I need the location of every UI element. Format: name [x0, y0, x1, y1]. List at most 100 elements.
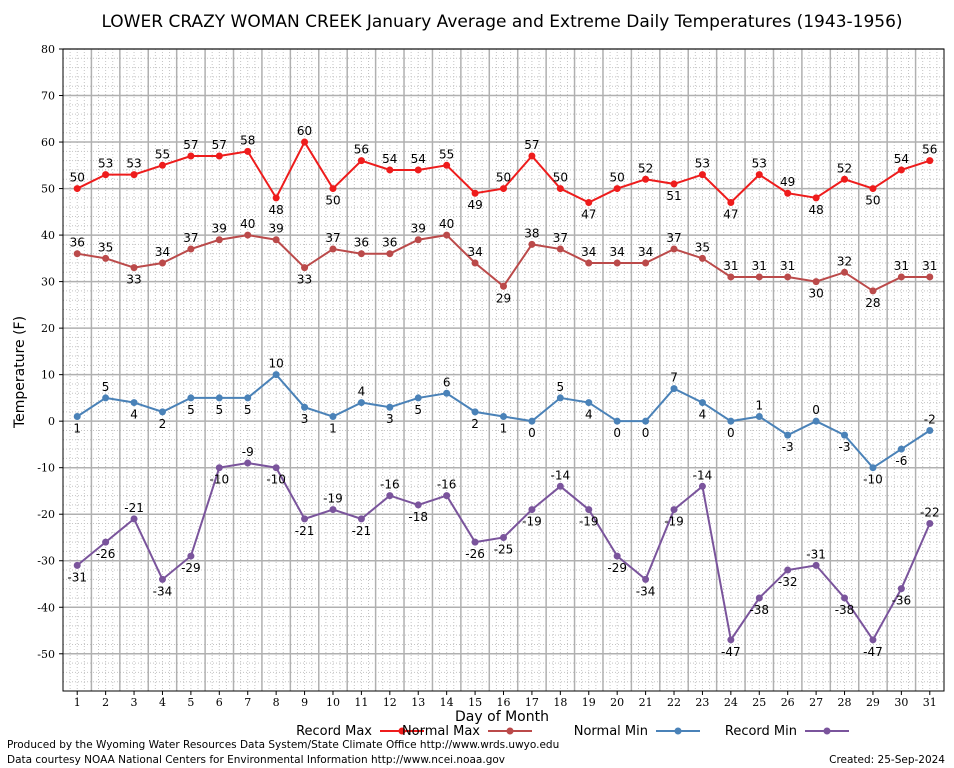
record-min-data-label: -47 [863, 645, 883, 659]
legend-item-normal-max: Normal Max [402, 724, 532, 739]
record-min-point [414, 501, 422, 509]
normal-max-data-label: 32 [837, 254, 852, 268]
normal-max-point [642, 259, 650, 267]
record-max-data-label: 55 [155, 147, 170, 161]
record-min-data-label: -26 [465, 547, 485, 561]
normal-min-point [784, 431, 792, 439]
normal-min-data-label: -10 [863, 473, 883, 487]
record-max-point [471, 189, 479, 197]
legend-item-record-max: Record Max [296, 724, 424, 739]
record-max-data-label: 47 [581, 208, 596, 222]
normal-max-point [187, 245, 195, 253]
major-grid [63, 48, 944, 691]
record-max-data-label: 52 [837, 161, 852, 175]
record-max-point [215, 152, 223, 160]
record-max-data-label: 56 [354, 143, 369, 157]
record-min-point [670, 506, 678, 514]
record-min-point [187, 552, 195, 560]
normal-min-data-label: 5 [102, 380, 110, 394]
x-tick-label: 28 [838, 696, 852, 709]
x-tick-label: 24 [724, 696, 738, 709]
y-tick-label: 40 [41, 229, 55, 242]
record-max-point [613, 185, 621, 193]
normal-min-point [102, 394, 110, 402]
record-max-point [329, 185, 337, 193]
normal-max-point [272, 236, 280, 244]
normal-min-data-label: 0 [812, 403, 820, 417]
normal-max-data-label: 36 [70, 236, 85, 250]
x-axis-label: Day of Month [455, 709, 549, 725]
x-tick-label: 15 [468, 696, 482, 709]
normal-max-data-label: 35 [695, 240, 710, 254]
normal-max-data-label: 34 [155, 245, 170, 259]
record-min-point [585, 506, 593, 514]
legend-marker-swatch [398, 727, 406, 735]
record-min-point [755, 594, 763, 602]
normal-min-data-label: 4 [130, 408, 138, 422]
record-max-data-label: 60 [297, 124, 312, 138]
normal-min-data-label: 0 [613, 426, 621, 440]
normal-max-data-label: 36 [382, 236, 397, 250]
normal-min-point [471, 408, 479, 416]
normal-max-point [585, 259, 593, 267]
record-max-point [812, 194, 820, 202]
normal-max-point [215, 236, 223, 244]
normal-max-data-label: 40 [439, 217, 454, 231]
normal-min-point [897, 445, 905, 453]
record-max-point [698, 171, 706, 179]
record-max-point [187, 152, 195, 160]
normal-max-data-label: 34 [581, 245, 596, 259]
normal-max-point [73, 250, 81, 258]
y-tick-label: -50 [37, 648, 55, 661]
record-max-data-label: 48 [808, 203, 823, 217]
normal-min-point [642, 417, 650, 425]
normal-min-point [301, 403, 309, 411]
record-max-point [841, 175, 849, 183]
x-tick-label: 26 [781, 696, 795, 709]
record-min-point [357, 515, 365, 523]
normal-min-data-label: 0 [727, 426, 735, 440]
record-min-point [158, 575, 166, 583]
record-max-data-label: 50 [610, 171, 625, 185]
record-min-point [73, 561, 81, 569]
normal-max-point [841, 268, 849, 276]
record-min-data-label: -21 [295, 524, 315, 538]
normal-max-data-label: 37 [666, 231, 681, 245]
normal-min-point [414, 394, 422, 402]
normal-max-point [443, 231, 451, 239]
record-max-point [897, 166, 905, 174]
normal-min-point [158, 408, 166, 416]
record-min-point [926, 520, 934, 528]
record-min-point [698, 482, 706, 490]
record-max-point [755, 171, 763, 179]
x-tick-label: 4 [159, 696, 166, 709]
normal-min-data-label: -2 [924, 412, 936, 426]
normal-min-data-label: 4 [699, 408, 707, 422]
x-tick-label: 18 [553, 696, 567, 709]
normal-min-data-label: 1 [73, 422, 81, 436]
normal-min-point [670, 385, 678, 393]
record-min-data-label: -19 [579, 515, 599, 529]
record-max-point [500, 185, 507, 193]
normal-min-data-label: 2 [159, 417, 167, 431]
record-min-data-label: -29 [181, 561, 201, 575]
record-max-data-label: 57 [183, 138, 198, 152]
normal-max-point [329, 245, 337, 253]
normal-max-point [784, 273, 792, 281]
record-min-point [500, 533, 507, 541]
x-tick-label: 31 [923, 696, 937, 709]
normal-min-point [272, 371, 280, 379]
normal-max-point [130, 264, 138, 272]
record-max-point [727, 199, 735, 207]
normal-min-data-label: 4 [585, 408, 593, 422]
normal-max-point [698, 254, 706, 262]
normal-min-point [244, 394, 252, 402]
normal-max-series: 36 35 33 34 37 39 40 39 33 37 36 36 39 40 34 29 38 37 34 34… [70, 217, 938, 310]
normal-max-point [556, 245, 564, 253]
normal-min-point [869, 464, 877, 472]
normal-max-data-label: 40 [240, 217, 255, 231]
record-min-data-label: -16 [380, 478, 400, 492]
normal-max-point [102, 254, 110, 262]
record-min-data-label: -31 [67, 570, 87, 584]
